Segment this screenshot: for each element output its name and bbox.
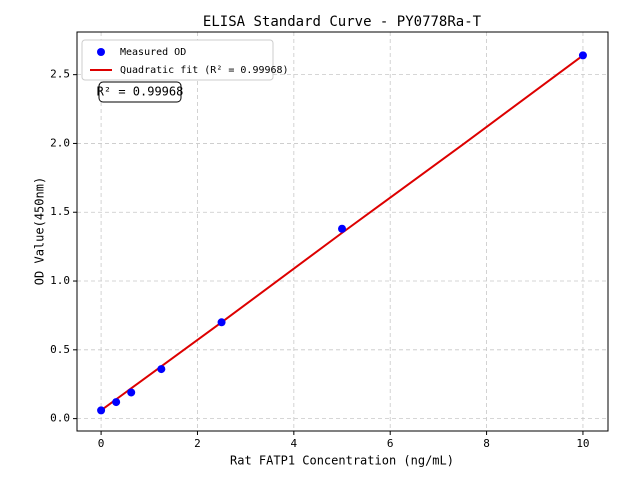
plot-frame bbox=[76, 31, 609, 432]
x-axis-label: Rat FATP1 Concentration (ng/mL) bbox=[230, 454, 454, 468]
data-point bbox=[338, 224, 347, 233]
y-axis-label: OD Value(450nm) bbox=[33, 177, 47, 285]
x-tick-label: 6 bbox=[387, 437, 394, 450]
legend-marker bbox=[97, 48, 105, 56]
y-tick-label: 0.0 bbox=[50, 412, 70, 425]
annotation-box bbox=[98, 81, 182, 103]
y-tick-label: 1.0 bbox=[50, 274, 70, 287]
chart-title: ELISA Standard Curve - PY0778Ra-T bbox=[203, 14, 482, 30]
legend-label: Measured OD bbox=[120, 47, 186, 58]
x-tick-label: 0 bbox=[98, 437, 105, 450]
data-point bbox=[97, 406, 106, 415]
x-tick-label: 4 bbox=[291, 437, 298, 450]
x-tick-label: 10 bbox=[576, 437, 589, 450]
legend-box bbox=[81, 39, 274, 81]
data-point bbox=[578, 51, 587, 60]
y-tick-label: 1.5 bbox=[50, 205, 70, 218]
legend-label: Quadratic fit (R² = 0.99968) bbox=[120, 65, 289, 76]
annotation: R² = 0.99968 bbox=[97, 85, 184, 99]
data-point bbox=[217, 318, 226, 327]
data-point bbox=[112, 398, 121, 407]
data-point bbox=[157, 365, 166, 374]
y-tick-label: 2.0 bbox=[50, 136, 70, 149]
fit-line bbox=[100, 54, 584, 412]
y-tick-label: 0.5 bbox=[50, 343, 70, 356]
x-tick-label: 2 bbox=[194, 437, 201, 450]
y-tick-label: 2.5 bbox=[50, 68, 70, 81]
x-tick-label: 8 bbox=[483, 437, 490, 450]
data-point bbox=[127, 388, 136, 397]
